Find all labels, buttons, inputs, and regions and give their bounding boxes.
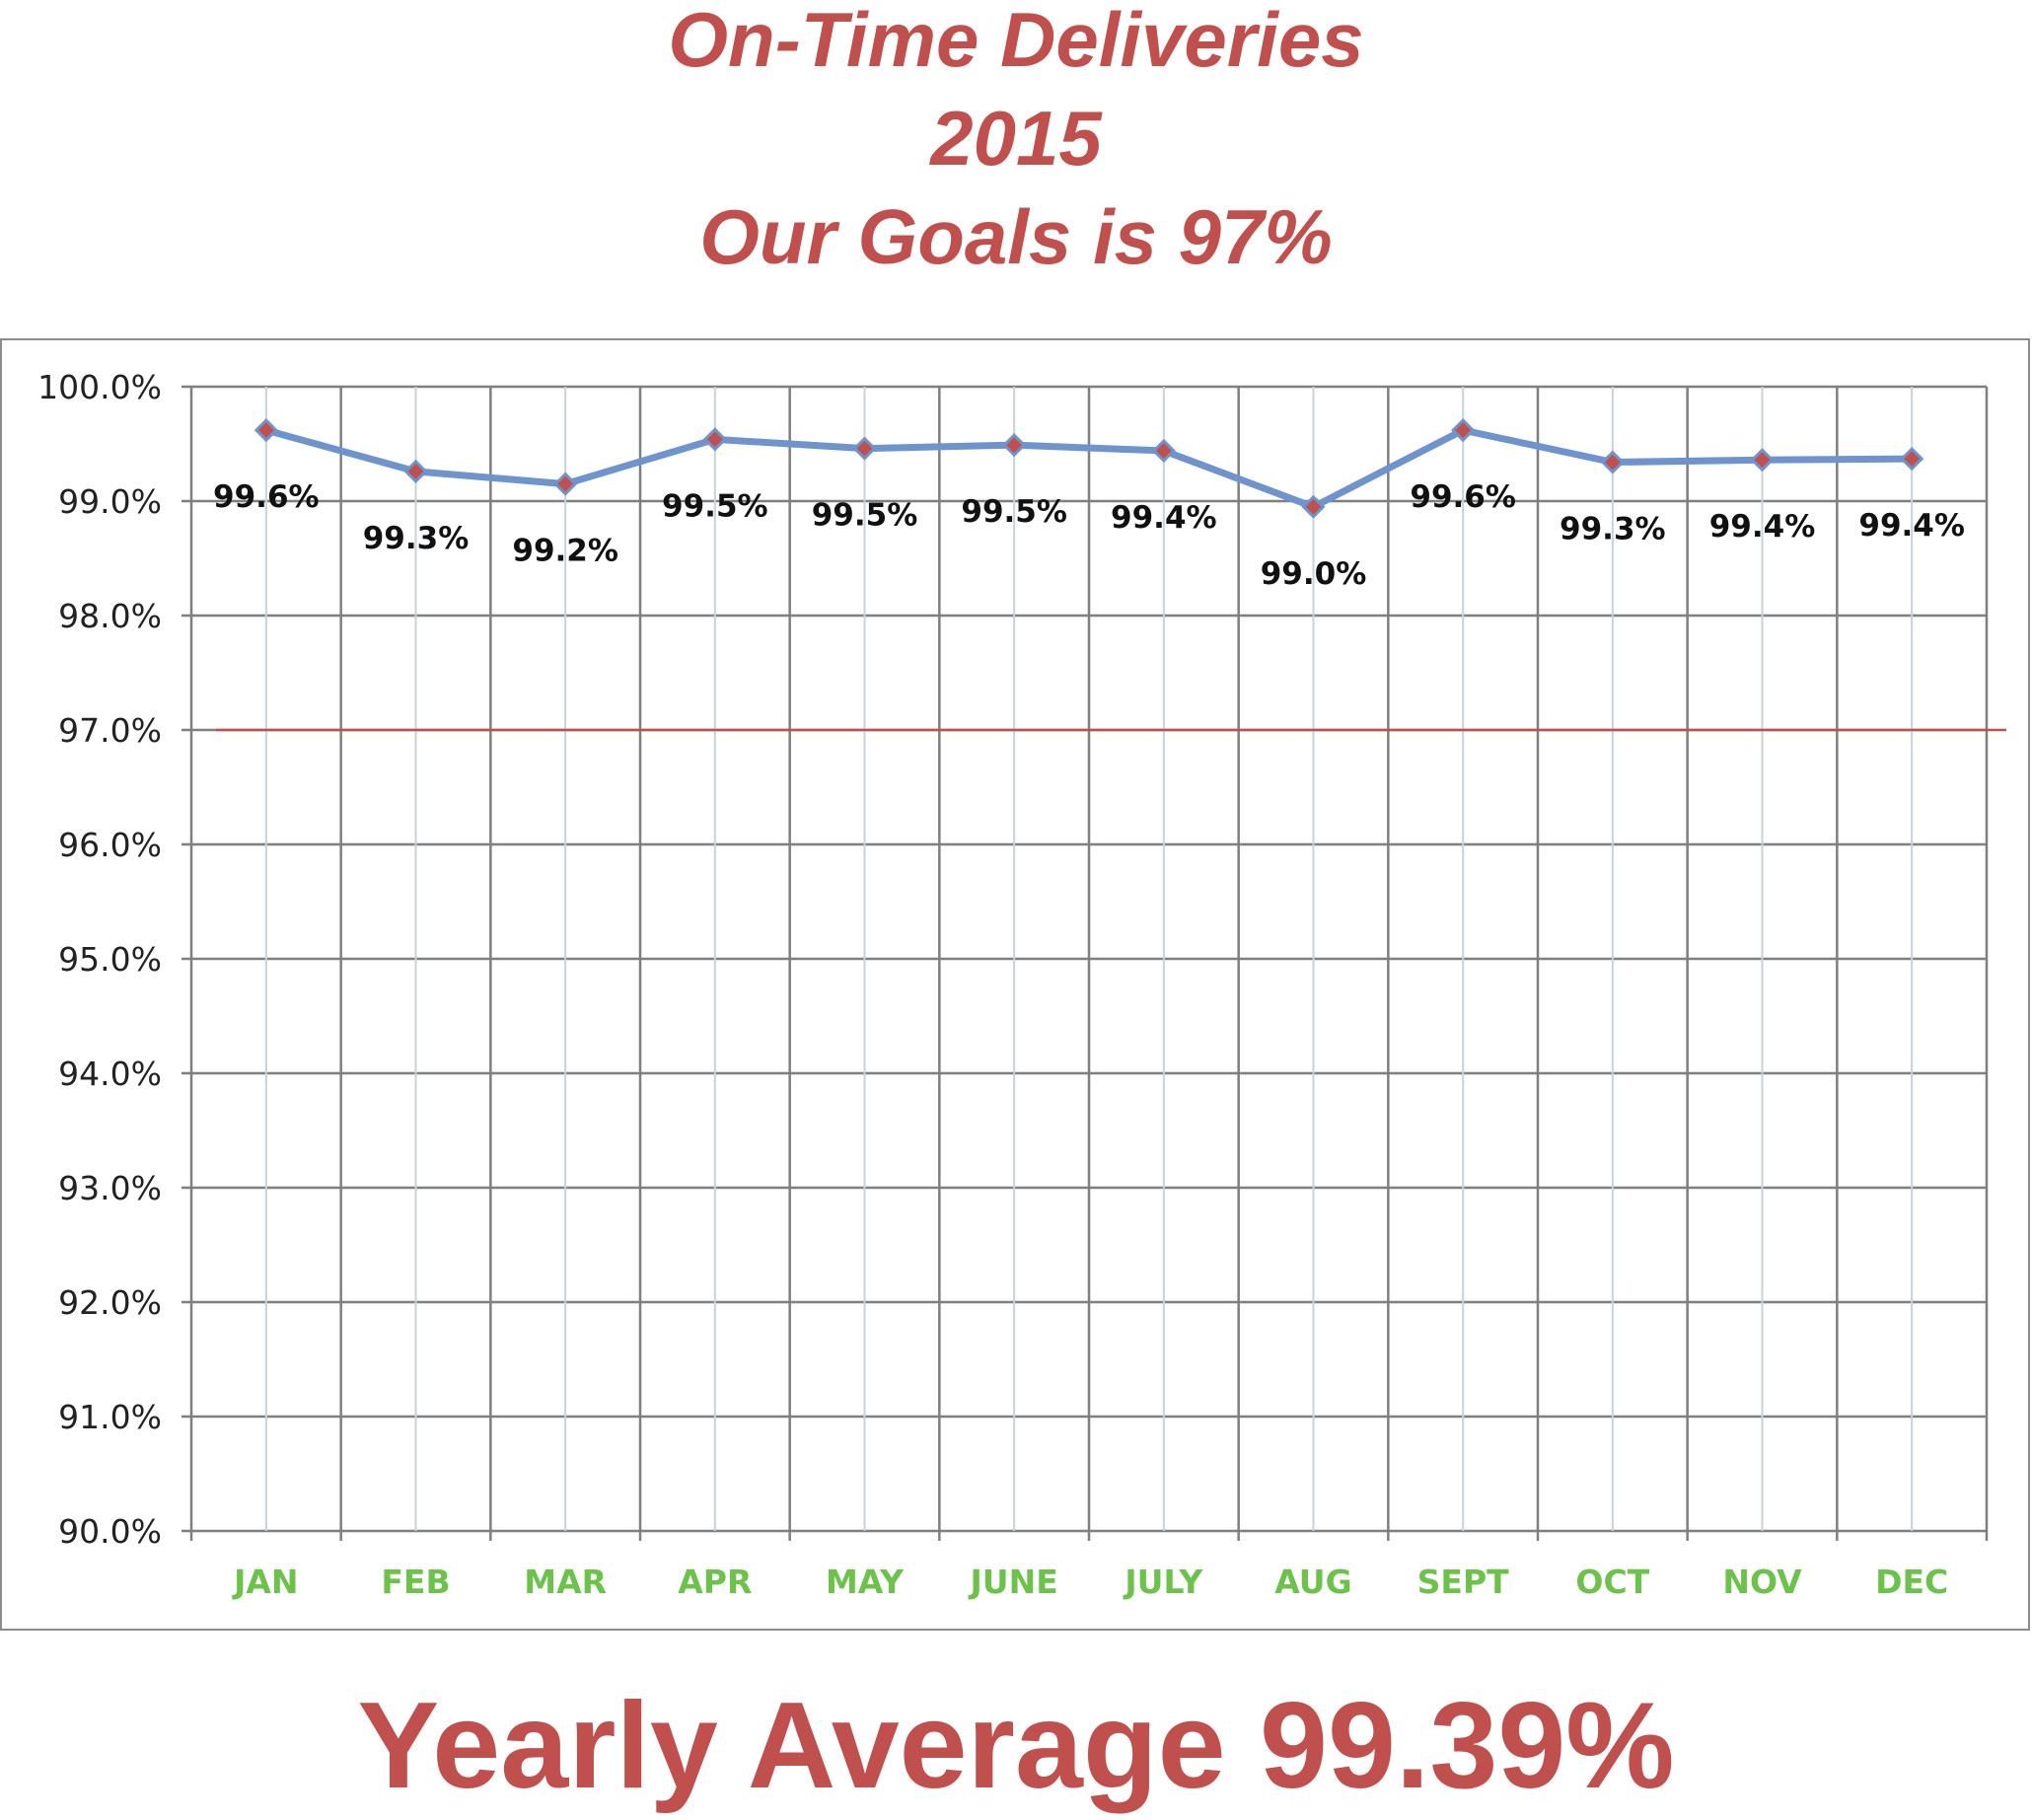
x-tick-label: JAN <box>232 1563 298 1601</box>
data-label: 99.0% <box>1261 556 1367 592</box>
y-tick-label: 96.0% <box>58 826 162 864</box>
data-label: 99.4% <box>1858 508 1965 544</box>
chart-frame: 100.0% 99.0% 98.0% 97.0% 96.0% 95.0% 94.0% 93.0… <box>0 338 2030 1631</box>
data-label: 99.3% <box>363 521 470 556</box>
y-tick-label: 91.0% <box>58 1398 162 1436</box>
y-tick-label: 93.0% <box>58 1169 162 1207</box>
yearly-average: Yearly Average 99.39% <box>357 1678 1675 1814</box>
data-point-marker <box>403 459 428 483</box>
chart-year: 2015 <box>930 95 1102 182</box>
series-line <box>262 426 1916 511</box>
data-point-marker <box>852 436 877 461</box>
x-tick-label: SEPT <box>1417 1563 1509 1601</box>
x-tick-label: NOV <box>1722 1563 1802 1601</box>
y-tick-label: 100.0% <box>37 368 162 406</box>
data-label: 99.6% <box>213 479 320 515</box>
data-point-marker <box>1600 450 1625 474</box>
y-tick-label: 95.0% <box>58 940 162 979</box>
x-tick-label: APR <box>678 1563 752 1601</box>
data-label: 99.5% <box>961 494 1067 530</box>
x-tick-label: DEC <box>1875 1563 1948 1601</box>
y-tick-label: 90.0% <box>58 1512 162 1551</box>
x-tick-label: AUG <box>1274 1563 1351 1601</box>
data-point-marker <box>1151 438 1176 464</box>
y-tick-label: 92.0% <box>58 1283 162 1322</box>
y-tick-label: 99.0% <box>58 482 162 521</box>
data-point-marker <box>702 427 727 452</box>
data-label: 99.3% <box>1560 512 1666 547</box>
data-point-marker <box>1451 417 1476 443</box>
x-tick-label: MAY <box>826 1563 905 1601</box>
chart-title: On-Time Deliveries <box>668 0 1364 83</box>
y-tick-label: 98.0% <box>58 597 162 635</box>
y-tick-label: 94.0% <box>58 1055 162 1093</box>
chart-goal-text: Our Goals is 97% <box>699 193 1333 280</box>
data-point-marker <box>1750 448 1775 473</box>
data-label: 99.4% <box>1111 500 1217 536</box>
data-point-marker <box>254 417 278 443</box>
x-tick-label: MAR <box>524 1563 607 1601</box>
data-label: 99.2% <box>512 534 618 569</box>
line-chart: 100.0% 99.0% 98.0% 97.0% 96.0% 95.0% 94.0% 93.0… <box>37 368 2006 1601</box>
data-label: 99.5% <box>662 488 768 524</box>
data-point-marker <box>553 472 578 496</box>
data-label: 99.4% <box>1709 509 1816 545</box>
data-label: 99.5% <box>812 498 918 534</box>
x-tick-label: FEB <box>381 1563 450 1601</box>
x-tick-label: OCT <box>1575 1563 1649 1601</box>
data-point-marker <box>1301 494 1326 519</box>
x-tick-label: JUNE <box>969 1563 1058 1601</box>
x-tick-label: JULY <box>1123 1563 1203 1601</box>
data-label: 99.6% <box>1410 479 1516 515</box>
y-tick-label: 97.0% <box>58 711 162 750</box>
data-point-marker <box>1002 433 1027 458</box>
data-point-marker <box>1900 446 1924 472</box>
